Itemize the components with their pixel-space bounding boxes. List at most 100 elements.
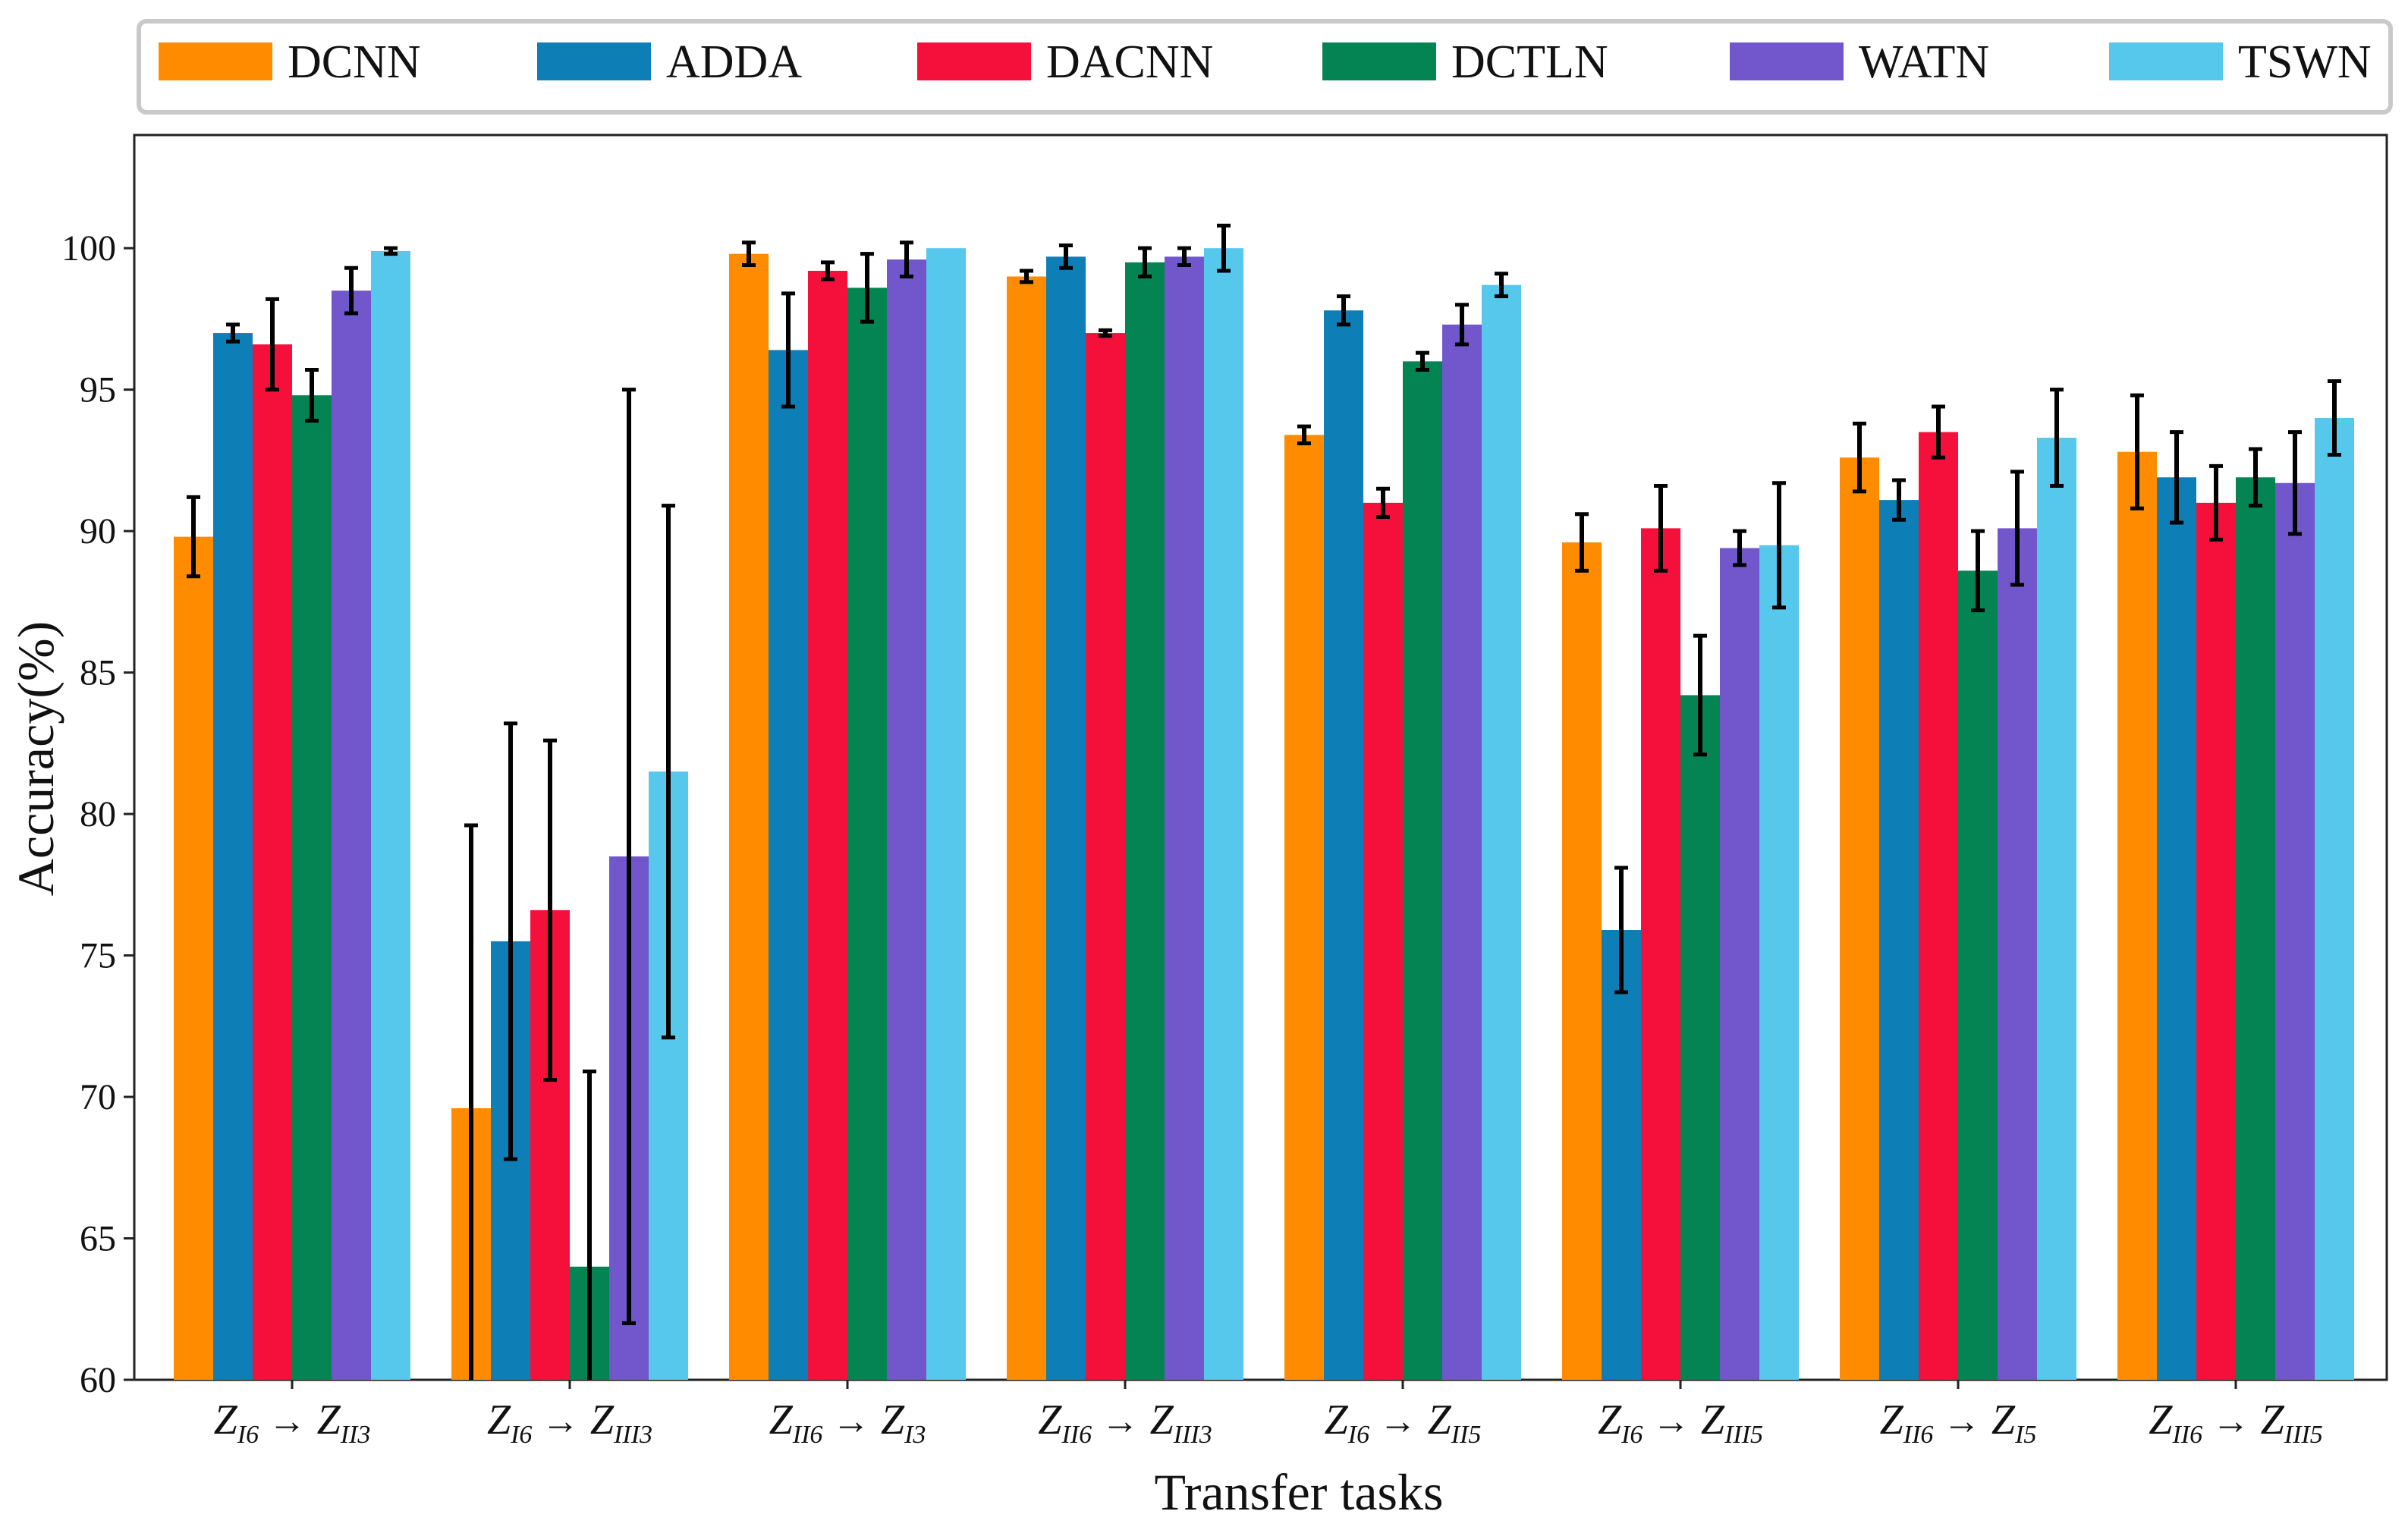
error-bar-dcnn-1: [464, 823, 478, 1380]
bar-tswn-3: [1204, 248, 1243, 1380]
bar-dctln-3: [1125, 262, 1165, 1380]
error-bar-dacnn-4: [1376, 486, 1390, 519]
bar-adda-5: [1602, 930, 1641, 1380]
error-bar-dcnn-5: [1575, 512, 1589, 573]
error-bar-dacnn-3: [1099, 328, 1112, 338]
error-bar-dacnn-6: [1932, 404, 1945, 460]
error-bar-tswn-3: [1217, 223, 1231, 273]
bars-layer: [174, 248, 2354, 1381]
legend-swatch: [1730, 42, 1844, 80]
error-bar-tswn-1: [662, 504, 675, 1040]
bar-dctln-5: [1680, 695, 1720, 1380]
legend-frame: [137, 19, 2393, 115]
error-bar-watn-4: [1455, 303, 1469, 347]
error-bar-tswn-5: [1772, 481, 1786, 610]
error-bars-layer: [187, 223, 2341, 1380]
error-bar-watn-2: [900, 240, 913, 278]
error-bar-dcnn-3: [1020, 269, 1033, 284]
legend-swatch: [159, 42, 272, 80]
y-tick-label: 90: [80, 511, 116, 551]
error-bar-dctln-6: [1971, 529, 1985, 613]
error-bar-dctln-4: [1416, 350, 1429, 372]
legend-item-watn: WATN: [1730, 36, 1989, 88]
error-bar-watn-1: [622, 388, 636, 1325]
error-bar-dcnn-6: [1853, 421, 1866, 494]
error-bar-adda-6: [1892, 478, 1906, 522]
error-bar-adda-2: [781, 291, 795, 409]
x-tick-label-6: ZII6 → ZI5: [1880, 1396, 2037, 1449]
legend-swatch: [1322, 42, 1436, 80]
error-bar-dacnn-1: [543, 738, 557, 1082]
bar-tswn-2: [926, 248, 966, 1380]
error-bar-tswn-7: [2328, 379, 2341, 457]
y-axis: 60 65 70 75 80 85 90 95 100: [61, 228, 134, 1400]
legend-item-tswn: TSWN: [2109, 36, 2372, 88]
legend-swatch: [2109, 42, 2223, 80]
error-bar-adda-4: [1337, 294, 1350, 327]
y-tick-label: 95: [80, 370, 116, 410]
legend-label: TSWN: [2238, 36, 2372, 88]
error-bar-adda-3: [1059, 243, 1073, 270]
bar-dctln-6: [1958, 570, 1998, 1380]
error-bar-dcnn-2: [742, 240, 756, 268]
bar-dacnn-7: [2196, 502, 2236, 1381]
error-bar-watn-6: [2010, 470, 2024, 587]
x-tick-label-5: ZI6 → ZIII5: [1598, 1396, 1763, 1449]
error-bar-watn-3: [1177, 246, 1191, 268]
y-tick-label: 75: [80, 936, 116, 976]
bar-dcnn-5: [1562, 542, 1602, 1380]
bar-dacnn-4: [1363, 502, 1403, 1381]
x-tick-label-1: ZI6 → ZIII3: [487, 1396, 652, 1449]
bar-watn-7: [2275, 482, 2315, 1380]
error-bar-watn-5: [1733, 529, 1746, 567]
error-bar-dacnn-7: [2209, 463, 2223, 542]
bar-dcnn-6: [1840, 457, 1879, 1380]
x-tick-label-4: ZI6 → ZII5: [1325, 1396, 1482, 1449]
bar-dcnn-7: [2117, 451, 2157, 1380]
bar-adda-2: [769, 350, 808, 1381]
legend-label: DCNN: [288, 36, 421, 88]
bar-watn-0: [332, 291, 371, 1380]
bar-dctln-4: [1403, 361, 1442, 1380]
error-bar-dcnn-7: [2130, 393, 2144, 511]
bar-dacnn-3: [1086, 333, 1125, 1381]
legend-item-dctln: DCTLN: [1322, 36, 1608, 88]
x-tick-label-7: ZII6 → ZIII5: [2149, 1396, 2322, 1449]
error-bar-dctln-5: [1693, 633, 1707, 757]
bar-dctln-2: [847, 287, 887, 1380]
bar-dacnn-2: [808, 271, 847, 1380]
y-axis-title: Accuracy(%): [7, 621, 64, 896]
bar-adda-0: [213, 333, 253, 1381]
y-tick-label: 100: [61, 228, 116, 269]
bar-watn-3: [1165, 256, 1204, 1380]
x-tick-label-2: ZII6 → ZI3: [769, 1396, 926, 1449]
error-bar-watn-7: [2288, 430, 2302, 536]
bar-dctln-0: [292, 395, 332, 1380]
legend-label: ADDA: [666, 36, 802, 88]
bar-watn-5: [1720, 548, 1759, 1380]
bar-adda-4: [1324, 310, 1363, 1380]
y-tick-label: 80: [80, 794, 116, 834]
bar-dacnn-5: [1641, 528, 1680, 1381]
y-tick-label: 70: [80, 1077, 116, 1117]
y-tick-label: 85: [80, 653, 116, 693]
x-axis: ZI6 → ZII3 ZI6 → ZIII3 ZII6 → ZI3 ZII6 → ZI…: [214, 1380, 2323, 1449]
error-bar-adda-7: [2170, 430, 2183, 525]
error-bar-adda-5: [1614, 866, 1628, 994]
error-bar-dcnn-0: [187, 495, 200, 579]
legend-swatch: [537, 42, 651, 80]
legend-item-dacnn: DACNN: [917, 36, 1213, 88]
x-axis-title: Transfer tasks: [1155, 1463, 1444, 1521]
error-bar-tswn-0: [384, 246, 398, 256]
bar-tswn-0: [371, 250, 410, 1380]
bar-adda-3: [1046, 256, 1086, 1380]
x-tick-label-3: ZII6 → ZIII3: [1038, 1396, 1212, 1449]
bar-dcnn-0: [174, 536, 213, 1380]
bar-dcnn-3: [1007, 276, 1046, 1380]
error-bar-dacnn-5: [1654, 483, 1668, 573]
bar-watn-2: [887, 259, 926, 1381]
y-tick-label: 65: [80, 1219, 116, 1259]
bar-dcnn-2: [729, 253, 769, 1381]
error-bar-dctln-2: [860, 252, 874, 324]
